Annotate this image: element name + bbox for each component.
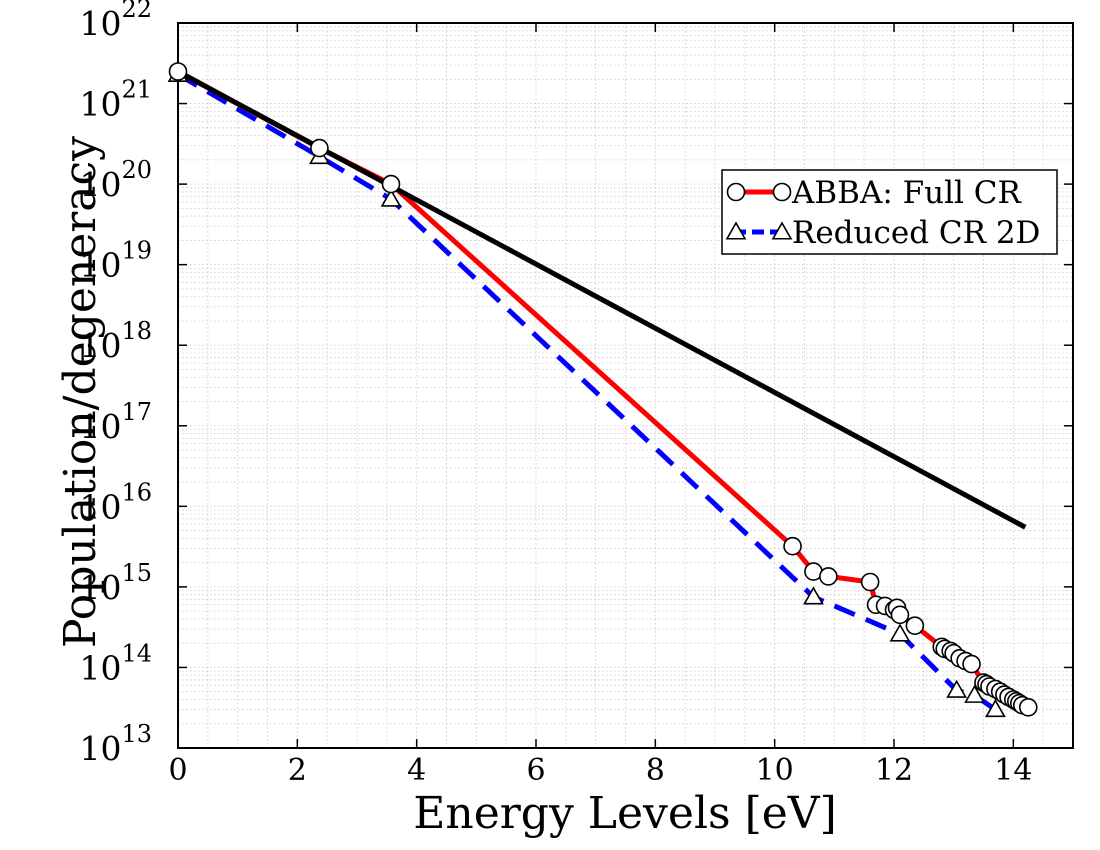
y-tick-label: 1019 xyxy=(79,237,152,285)
data-point-circle xyxy=(819,567,838,586)
data-point-circle xyxy=(905,616,925,635)
data-point-circle xyxy=(783,536,802,556)
data-point-triangle xyxy=(803,586,824,605)
y-axis-title: Population/degeneracy xyxy=(55,136,106,648)
x-tick-label: 6 xyxy=(526,753,545,788)
data-point-triangle xyxy=(889,623,911,642)
data-point-triangle xyxy=(771,221,793,240)
y-tick-label: 1020 xyxy=(79,156,152,204)
data-point-circle xyxy=(726,182,746,202)
y-tick-label: 1015 xyxy=(79,559,152,607)
data-point-circle xyxy=(962,654,981,674)
legend-label: Reduced CR 2D xyxy=(792,215,1040,251)
y-tick-label: 1021 xyxy=(79,76,152,124)
x-axis-title: Energy Levels [eV] xyxy=(413,788,836,839)
x-tick-label: 4 xyxy=(407,753,426,788)
legend-box xyxy=(721,169,1058,255)
plot-frame xyxy=(177,22,1074,749)
x-tick-label: 12 xyxy=(875,753,913,788)
y-tick-label: 1013 xyxy=(79,720,152,768)
legend-label: ABBA: Full CR xyxy=(791,175,1023,211)
series-line-reduced-cr-2d xyxy=(176,72,997,712)
data-point-triangle xyxy=(964,684,985,703)
x-tick-label: 2 xyxy=(288,753,307,788)
x-tick-label: 8 xyxy=(646,753,665,788)
y-tick-label: 1016 xyxy=(79,478,152,526)
y-tick-label: 1018 xyxy=(79,317,152,365)
series-layer xyxy=(167,62,1038,718)
data-point-triangle xyxy=(725,221,747,240)
data-point-triangle xyxy=(985,698,1006,718)
y-tick-label: 1017 xyxy=(79,398,152,446)
data-point-triangle xyxy=(380,188,402,207)
data-point-triangle xyxy=(946,679,968,698)
data-point-circle xyxy=(772,182,792,202)
x-tick-label: 10 xyxy=(756,753,794,788)
legend: ABBA: Full CR Reduced CR 2D xyxy=(721,169,1058,255)
data-point-circle xyxy=(860,572,880,592)
data-point-circle xyxy=(381,174,401,194)
data-point-circle xyxy=(1018,698,1038,717)
data-point-circle xyxy=(310,138,329,158)
y-tick-label: 1022 xyxy=(79,0,152,43)
data-point-circle xyxy=(890,605,910,625)
y-tick-label: 1014 xyxy=(79,639,152,687)
data-point-circle xyxy=(168,62,188,81)
x-tick-label: 14 xyxy=(994,753,1032,788)
axes: 0 2 4 6 8 10 12 14 1013 1014 1015 1016 1017 1018 1019 1… xyxy=(79,0,1074,788)
x-tick-label: 0 xyxy=(168,753,187,788)
